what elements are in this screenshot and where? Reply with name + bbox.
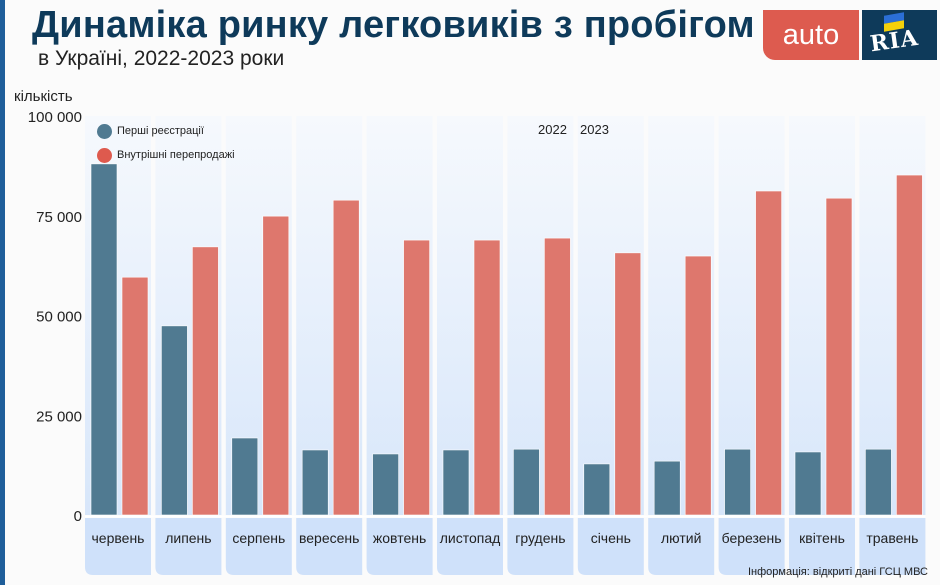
legend-label: Внутрішні перепродажі — [117, 149, 235, 161]
category-tab — [296, 518, 363, 575]
bar-first-registrations — [513, 448, 540, 516]
bar-internal-resales — [544, 237, 571, 516]
legend-dot-blue-icon — [97, 123, 112, 139]
category-label: вересень — [299, 530, 359, 546]
y-tick-label: 50 000 — [36, 309, 82, 326]
bar-first-registrations — [301, 449, 329, 516]
category-label: квітень — [799, 530, 845, 546]
legend-item-internal-resales: Внутрішні перепродажі — [97, 144, 235, 166]
legend: Перші реєстрації Внутрішні перепродажі — [97, 120, 235, 168]
bar-internal-resales — [614, 252, 642, 516]
bar-first-registrations — [90, 163, 118, 516]
category-label: травень — [866, 530, 918, 546]
category-tab — [789, 518, 855, 575]
category-tab — [366, 518, 433, 575]
category-tab — [507, 518, 574, 575]
bar-first-registrations — [442, 449, 470, 516]
category-label: листопад — [440, 530, 501, 546]
bar-internal-resales — [121, 276, 149, 516]
category-tab — [437, 518, 503, 575]
legend-dot-red-icon — [97, 147, 112, 163]
bar-first-registrations — [794, 451, 822, 516]
chart-title: Динаміка ринку легковиків з пробігом — [32, 4, 755, 46]
category-label: червень — [92, 530, 145, 546]
logo-auto-text: auto — [763, 10, 859, 60]
bar-internal-resales — [755, 190, 782, 516]
bar-first-registrations — [372, 453, 399, 516]
y-tick-label: 75 000 — [36, 209, 82, 226]
chart-subtitle: в Україні, 2022-2023 роки — [38, 47, 285, 70]
bar-first-registrations — [865, 448, 892, 516]
category-tab — [225, 518, 292, 575]
category-label: липень — [165, 530, 211, 546]
legend-item-first-registrations: Перші реєстрації — [97, 120, 235, 142]
bar-internal-resales — [825, 197, 853, 516]
year-label-2023: 2023 — [580, 122, 609, 137]
bar-internal-resales — [262, 215, 290, 516]
category-label: серпень — [232, 530, 285, 546]
y-tick-label: 25 000 — [36, 408, 82, 425]
bar-first-registrations — [161, 325, 188, 516]
autoria-logo: auto RIA — [763, 10, 937, 60]
logo-ria-block: RIA — [862, 10, 937, 60]
category-tab — [155, 518, 222, 575]
category-label: січень — [591, 530, 631, 546]
bar-internal-resales — [684, 255, 712, 516]
bar-internal-resales — [473, 239, 501, 516]
category-tab — [648, 518, 715, 575]
bar-first-registrations — [583, 463, 611, 516]
source-note: Інформація: відкриті дані ГСЦ МВС — [747, 566, 928, 578]
left-accent-border — [0, 0, 5, 585]
bar-first-registrations — [724, 448, 751, 516]
bar-internal-resales — [192, 246, 219, 516]
bar-first-registrations — [653, 460, 681, 516]
bar-internal-resales — [332, 199, 360, 516]
y-tick-label: 100 000 — [28, 109, 82, 126]
bar-internal-resales — [896, 174, 923, 516]
category-tab — [718, 518, 785, 575]
category-tab — [85, 518, 151, 575]
category-label: жовтень — [373, 530, 426, 546]
y-tick-label: 0 — [74, 508, 82, 525]
legend-label: Перші реєстрації — [117, 125, 204, 137]
category-label: грудень — [515, 530, 565, 546]
category-label: лютий — [661, 530, 701, 546]
category-tab — [859, 518, 926, 575]
y-axis-label: кількість — [14, 88, 73, 105]
bar-first-registrations — [231, 437, 259, 516]
bar-internal-resales — [403, 239, 430, 516]
year-label-2022: 2022 — [538, 122, 567, 137]
category-tab — [577, 518, 644, 575]
category-label: березень — [722, 530, 782, 546]
